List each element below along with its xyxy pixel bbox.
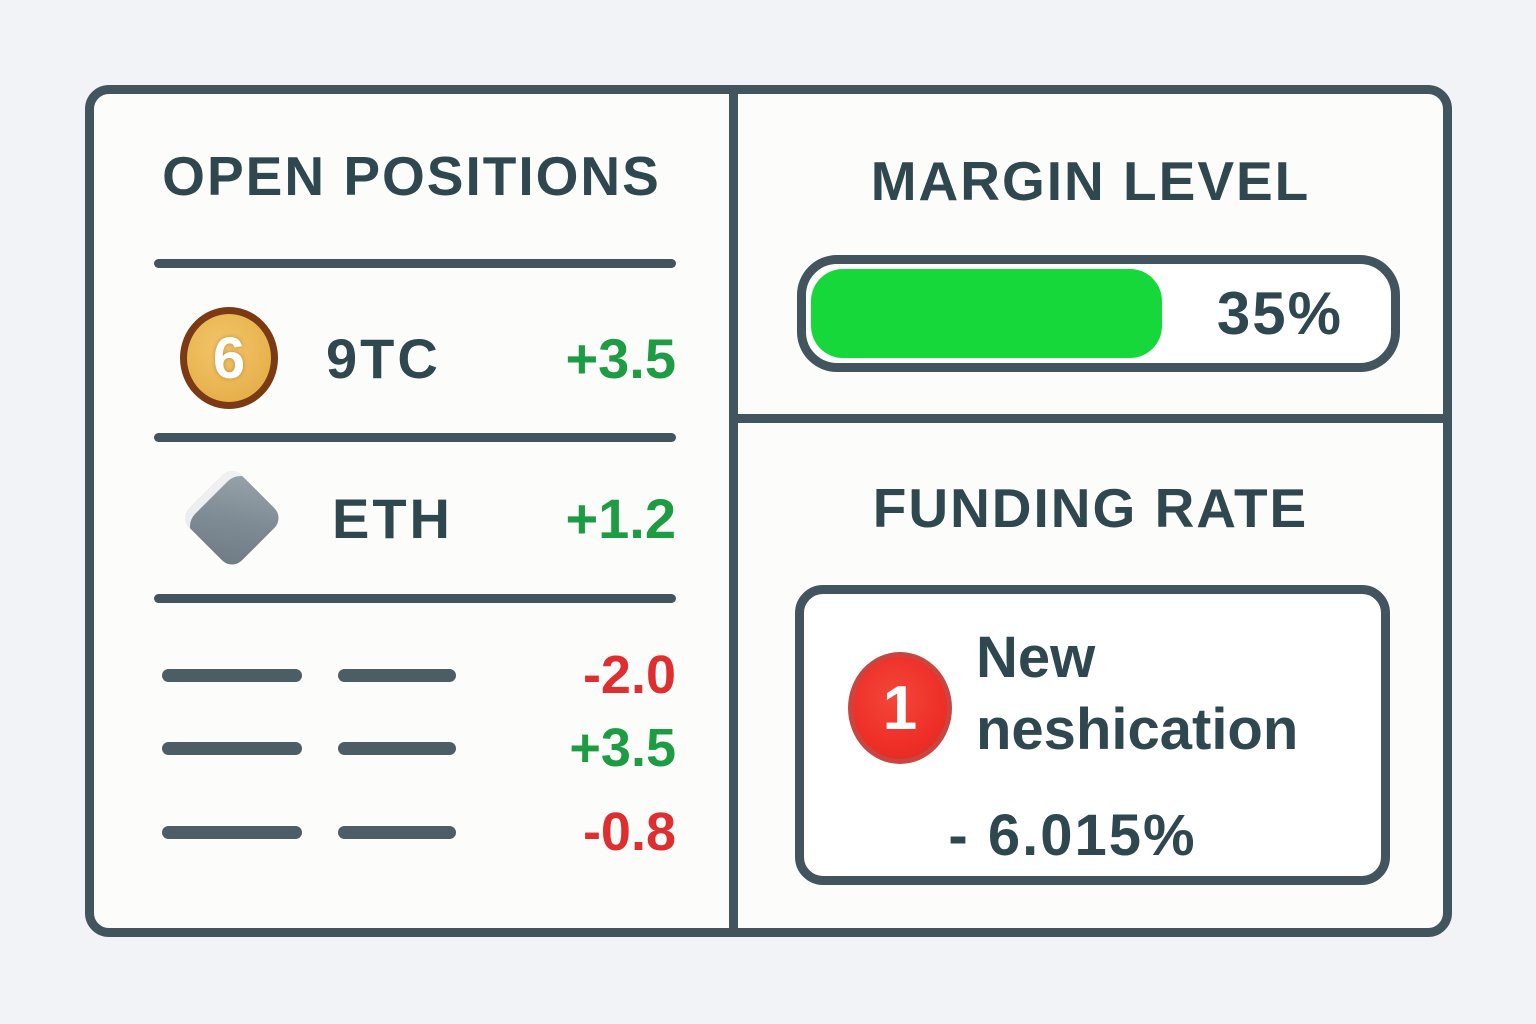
position-change: -0.8 xyxy=(582,802,676,862)
placeholder-row[interactable]: -2.0 xyxy=(154,642,676,708)
funding-rate-value: - 6.015% xyxy=(948,803,1197,868)
placeholder-dash xyxy=(162,741,302,755)
placeholder-dash xyxy=(338,741,456,755)
notification-text: New neshication xyxy=(976,622,1298,766)
placeholder-dash xyxy=(338,825,456,839)
placeholder-dash xyxy=(162,668,302,682)
position-symbol: 9TC xyxy=(326,326,441,390)
eth-diamond-icon xyxy=(179,465,285,571)
position-change: -2.0 xyxy=(582,645,676,705)
placeholder-row[interactable]: -0.8 xyxy=(154,799,676,865)
position-change: +3.5 xyxy=(565,326,676,390)
placeholder-dash xyxy=(338,668,456,682)
margin-level-title: MARGIN LEVEL xyxy=(870,150,1311,212)
btc-coin-icon: 6 xyxy=(180,307,278,409)
position-row-eth[interactable]: ETH +1.2 xyxy=(154,454,676,582)
margin-level-fill xyxy=(811,269,1162,358)
notification-line2: neshication xyxy=(976,697,1299,762)
notification-line1: New xyxy=(976,625,1096,690)
vertical-divider xyxy=(729,94,738,928)
btc-coin-glyph: 6 xyxy=(212,325,246,391)
horizontal-divider xyxy=(738,414,1443,423)
position-symbol: ETH xyxy=(332,486,453,550)
notification-badge-count: 1 xyxy=(882,673,918,743)
divider xyxy=(154,259,676,268)
notification-card[interactable]: 1 New neshication - 6.015% xyxy=(795,585,1390,885)
position-change: +1.2 xyxy=(565,486,676,550)
position-row-btc[interactable]: 6 9TC +3.5 xyxy=(154,294,676,422)
open-positions-title: OPEN POSITIONS xyxy=(162,145,661,207)
funding-rate-title: FUNDING RATE xyxy=(872,477,1309,539)
dashboard-frame: OPEN POSITIONS 6 9TC +3.5 ETH +1.2 -2.0 xyxy=(85,85,1452,937)
divider xyxy=(154,594,676,603)
margin-level-percent: 35% xyxy=(1216,280,1343,347)
notification-badge-icon: 1 xyxy=(848,652,952,764)
placeholder-dash xyxy=(162,825,302,839)
position-change: +3.5 xyxy=(569,718,676,778)
placeholder-row[interactable]: +3.5 xyxy=(154,715,676,781)
divider xyxy=(154,433,676,442)
margin-level-progressbar: 35% xyxy=(797,255,1400,372)
right-column: MARGIN LEVEL 35% FUNDING RATE 1 New nesh… xyxy=(738,94,1443,928)
